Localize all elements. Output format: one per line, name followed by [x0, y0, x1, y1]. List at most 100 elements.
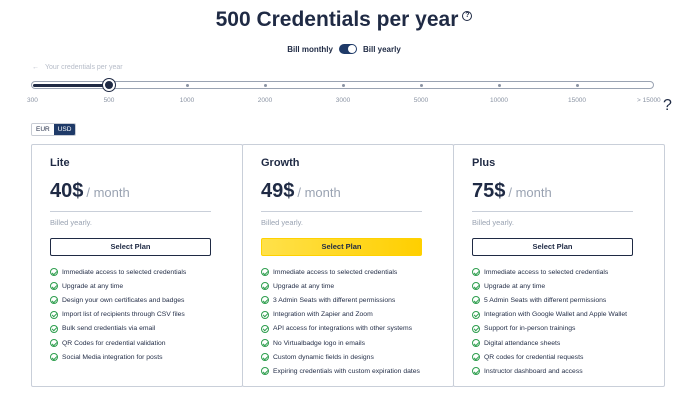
feature-item: Immediate access to selected credentials	[261, 265, 420, 279]
bill-monthly-label[interactable]: Bill monthly	[287, 44, 333, 54]
slider-tick-mark	[419, 84, 423, 87]
billing-toggle[interactable]	[338, 44, 357, 54]
check-circle-icon	[50, 296, 58, 305]
currency-switch: EUR USD	[31, 123, 77, 136]
check-circle-icon	[261, 282, 269, 291]
slider-tick-mark	[185, 84, 189, 87]
plan-price: 75$ / month	[472, 180, 552, 203]
plan-name: Growth	[261, 157, 300, 169]
plan-name: Lite	[50, 157, 70, 169]
feature-item: Integration with Google Wallet and Apple…	[472, 308, 627, 322]
slider-tick-mark	[575, 84, 579, 87]
plan-card-lite: Lite 40$ / month Billed yearly. Select Pl…	[31, 144, 243, 387]
toggle-knob	[347, 45, 356, 53]
check-circle-icon	[472, 268, 480, 277]
plan-price-value: 49$	[261, 180, 295, 202]
billed-note: Billed yearly.	[261, 218, 303, 227]
credentials-label: ← Your credentials per year	[32, 64, 123, 71]
feature-text: Bulk send credentials via email	[62, 325, 156, 333]
feature-item: Digital attendance sheets	[472, 336, 627, 350]
feature-text: Social Media integration for posts	[62, 353, 163, 361]
check-circle-icon	[50, 310, 58, 319]
help-icon[interactable]: ?	[663, 97, 672, 114]
feature-text: Design your own certificates and badges	[62, 296, 185, 304]
feature-item: Import list of recipients through CSV fi…	[50, 308, 186, 322]
currency-option-usd[interactable]: USD	[53, 124, 76, 135]
check-circle-icon	[50, 324, 58, 333]
feature-item: Custom dynamic fields in designs	[261, 350, 420, 364]
feature-text: Instructor dashboard and access	[484, 367, 583, 375]
feature-item: Upgrade at any time	[261, 279, 420, 293]
feature-item: Integration with Zapier and Zoom	[261, 308, 420, 322]
feature-text: Integration with Google Wallet and Apple…	[484, 311, 628, 319]
check-circle-icon	[261, 339, 269, 348]
slider-tick-label: 2000	[257, 97, 273, 104]
check-circle-icon	[261, 296, 269, 305]
feature-item: Support for in-person trainings	[472, 322, 627, 336]
slider-tick-label: 500	[103, 97, 115, 104]
feature-item: API access for integrations with other s…	[261, 322, 420, 336]
check-circle-icon	[261, 353, 269, 362]
feature-item: Upgrade at any time	[50, 279, 186, 293]
plan-card-growth: Growth 49$ / month Billed yearly. Select …	[242, 144, 454, 387]
feature-text: QR codes for credential requests	[484, 353, 584, 361]
billed-note: Billed yearly.	[472, 218, 514, 227]
feature-list: Immediate access to selected credentials…	[261, 265, 420, 379]
plan-price: 40$ / month	[50, 180, 130, 203]
currency-option-eur[interactable]: EUR	[32, 124, 54, 135]
feature-text: Upgrade at any time	[484, 282, 546, 290]
slider-tick-label: 3000	[335, 97, 351, 104]
feature-item: Social Media integration for posts	[50, 350, 186, 364]
feature-item: 3 Admin Seats with different permissions	[261, 293, 420, 307]
feature-text: Immediate access to selected credentials	[273, 268, 398, 276]
slider-tick-label: 15000	[567, 97, 587, 104]
page-title: 500 Credentials per year?	[0, 8, 688, 32]
feature-item: Expiring credentials with custom expirat…	[261, 364, 420, 378]
feature-text: API access for integrations with other s…	[273, 325, 413, 333]
check-circle-icon	[472, 296, 480, 305]
billed-note: Billed yearly.	[50, 218, 92, 227]
feature-text: Upgrade at any time	[273, 282, 335, 290]
feature-text: No Virtualbadge logo in emails	[273, 339, 366, 347]
feature-item: Instructor dashboard and access	[472, 364, 627, 378]
check-circle-icon	[50, 339, 58, 348]
check-circle-icon	[472, 324, 480, 333]
feature-item: Design your own certificates and badges	[50, 293, 186, 307]
credentials-label-text: Your credentials per year	[45, 64, 123, 71]
check-circle-icon	[261, 310, 269, 319]
feature-item: Immediate access to selected credentials	[472, 265, 627, 279]
divider	[472, 211, 633, 212]
feature-item: No Virtualbadge logo in emails	[261, 336, 420, 350]
feature-text: Import list of recipients through CSV fi…	[62, 311, 185, 319]
divider	[50, 211, 211, 212]
slider-tick-label: 300	[27, 97, 38, 104]
bill-yearly-label[interactable]: Bill yearly	[362, 44, 401, 54]
slider-tick-label: 10000	[489, 97, 509, 104]
check-circle-icon	[261, 367, 269, 376]
select-plan-button-lite[interactable]: Select Plan	[50, 238, 211, 256]
feature-text: 5 Admin Seats with different permissions	[484, 296, 607, 304]
feature-text: Digital attendance sheets	[484, 339, 561, 347]
feature-item: QR Codes for credential validation	[50, 336, 186, 350]
feature-item: QR codes for credential requests	[472, 350, 627, 364]
select-plan-button-growth[interactable]: Select Plan	[261, 238, 422, 256]
plan-price-value: 75$	[472, 180, 506, 202]
slider-fill	[33, 84, 109, 87]
help-icon[interactable]: ?	[462, 11, 473, 21]
feature-text: Upgrade at any time	[62, 282, 124, 290]
feature-item: Immediate access to selected credentials	[50, 265, 186, 279]
check-circle-icon	[472, 339, 480, 348]
feature-text: Immediate access to selected credentials	[62, 268, 187, 276]
plan-name: Plus	[472, 157, 496, 169]
plan-period: / month	[86, 185, 130, 200]
check-circle-icon	[50, 353, 58, 362]
slider-tick-label: > 15000	[637, 97, 661, 104]
select-plan-button-plus[interactable]: Select Plan	[472, 238, 633, 256]
slider-handle[interactable]	[103, 79, 115, 91]
feature-text: 3 Admin Seats with different permissions	[273, 296, 396, 304]
check-circle-icon	[472, 310, 480, 319]
feature-item: Upgrade at any time	[472, 279, 627, 293]
check-circle-icon	[261, 324, 269, 333]
check-circle-icon	[50, 282, 58, 291]
plan-price-value: 40$	[50, 180, 84, 202]
